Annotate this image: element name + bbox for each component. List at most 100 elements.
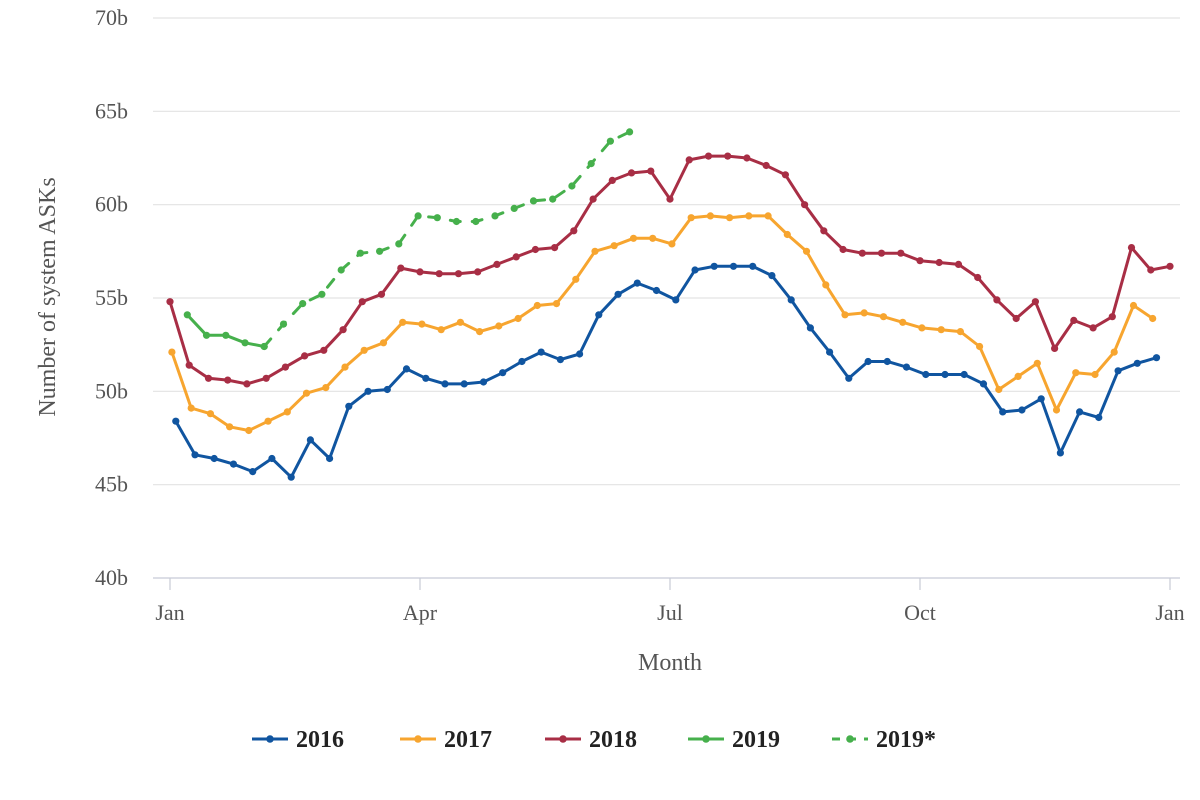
data-point <box>341 363 349 371</box>
legend-item[interactable]: 2019* <box>832 727 936 753</box>
data-point <box>1018 406 1026 414</box>
data-point <box>493 260 501 268</box>
series-2019 <box>183 311 268 351</box>
y-tick-label: 55b <box>95 285 128 310</box>
data-point <box>568 182 576 190</box>
data-point <box>320 346 328 354</box>
data-point <box>595 311 603 319</box>
legend-label: 2018 <box>589 727 637 753</box>
data-point <box>283 408 291 416</box>
data-point <box>499 369 507 377</box>
data-point <box>262 374 270 382</box>
data-point <box>1033 359 1041 367</box>
legend: 2016 2017 2018 2019 2019* <box>252 727 936 753</box>
data-point <box>441 380 449 388</box>
data-point <box>1052 406 1061 414</box>
data-point <box>379 339 388 347</box>
data-point <box>729 262 738 270</box>
data-point <box>326 454 334 463</box>
data-point <box>976 342 984 351</box>
data-point <box>845 374 853 382</box>
data-point <box>360 346 368 354</box>
data-point <box>629 234 638 242</box>
legend-label: 2016 <box>296 727 344 753</box>
series-line <box>262 130 632 348</box>
legend-item[interactable]: 2019 <box>688 727 780 753</box>
data-point <box>918 324 926 332</box>
data-point <box>858 249 866 257</box>
series-2016 <box>172 262 1161 481</box>
data-point <box>1091 370 1099 379</box>
data-point <box>1089 324 1097 332</box>
data-point <box>685 156 693 164</box>
data-point <box>820 227 828 235</box>
legend-marker <box>559 735 567 743</box>
series-line <box>170 214 1155 432</box>
data-point <box>168 348 176 356</box>
data-point <box>397 264 405 272</box>
y-tick-label: 45b <box>95 472 128 497</box>
data-point <box>627 169 636 177</box>
legend-marker <box>266 735 274 743</box>
data-point <box>402 365 411 373</box>
data-point <box>633 279 641 287</box>
data-point <box>206 410 214 418</box>
data-point <box>999 408 1007 416</box>
data-point <box>1147 266 1155 274</box>
data-point <box>1110 348 1118 356</box>
data-point <box>587 160 595 168</box>
data-point <box>302 389 311 397</box>
data-point <box>916 257 924 265</box>
data-point <box>279 320 288 328</box>
data-point <box>268 454 276 463</box>
data-point <box>937 326 945 334</box>
data-point <box>460 380 468 388</box>
data-point <box>899 318 907 326</box>
data-point <box>549 195 557 203</box>
data-point <box>801 201 809 209</box>
data-point <box>941 370 949 379</box>
data-point <box>495 322 503 330</box>
data-point <box>883 357 891 366</box>
data-point <box>687 214 695 222</box>
data-point <box>724 152 732 160</box>
data-point <box>1133 359 1141 367</box>
data-point <box>479 378 488 386</box>
data-point <box>995 385 1003 394</box>
legend-label: 2017 <box>444 727 492 753</box>
data-point <box>647 167 655 175</box>
y-tick-label: 40b <box>95 565 128 590</box>
data-point <box>935 258 943 267</box>
data-point <box>922 370 930 379</box>
data-point <box>762 161 770 170</box>
legend-item[interactable]: 2017 <box>400 727 492 753</box>
data-point <box>610 242 618 250</box>
data-point <box>764 212 772 220</box>
data-point <box>710 262 718 270</box>
data-point <box>572 275 580 283</box>
data-point <box>1114 367 1122 375</box>
legend-item[interactable]: 2016 <box>252 727 344 753</box>
data-point <box>356 249 364 257</box>
data-point <box>185 361 193 369</box>
data-point <box>1072 369 1080 377</box>
legend-marker <box>702 735 710 743</box>
data-point <box>1076 408 1084 416</box>
data-point <box>570 227 578 235</box>
data-point <box>224 376 232 384</box>
data-point <box>1127 244 1136 252</box>
data-point <box>531 245 540 254</box>
data-point <box>956 328 965 336</box>
x-tick-label: Jan <box>155 600 184 625</box>
data-point <box>576 350 584 358</box>
data-point <box>476 328 484 336</box>
data-point <box>1014 372 1022 380</box>
data-point <box>783 230 791 239</box>
data-point <box>974 273 982 282</box>
data-point <box>191 451 199 459</box>
x-axis: Jan Apr Jul Oct Jan <box>155 578 1185 625</box>
data-point <box>1056 449 1064 457</box>
data-point <box>1031 298 1039 306</box>
series-line <box>168 154 1172 386</box>
legend-item[interactable]: 2018 <box>545 727 637 753</box>
